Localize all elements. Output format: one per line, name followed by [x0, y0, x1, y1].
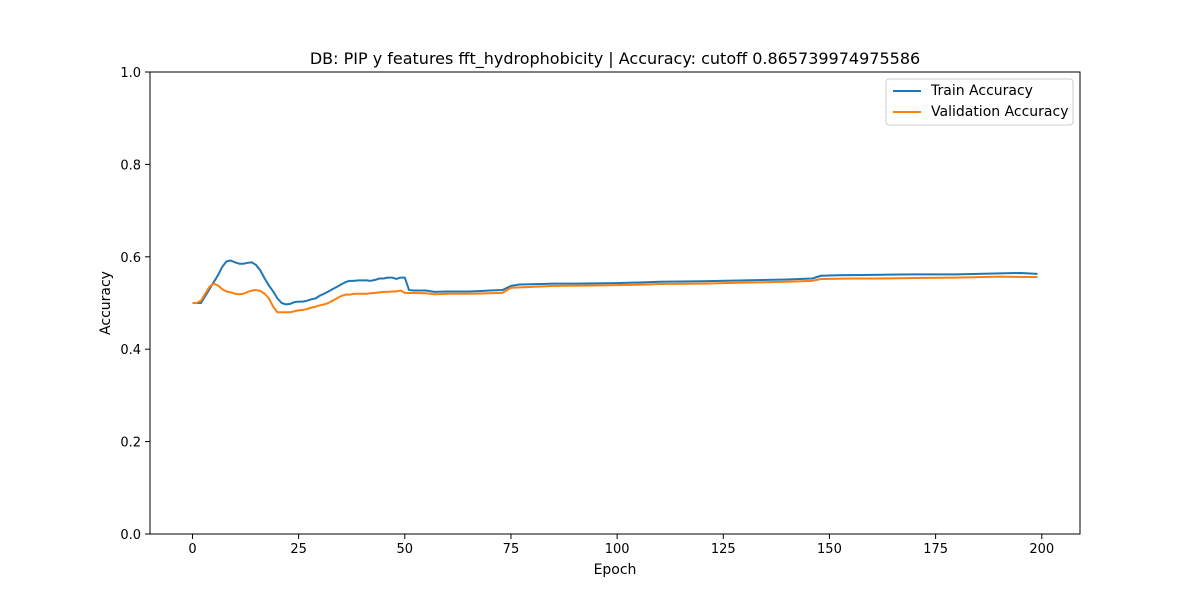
chart-title: DB: PIP y features fft_hydrophobicity | … [310, 49, 920, 69]
x-tick-label: 100 [605, 542, 630, 557]
x-tick-label: 175 [923, 542, 948, 557]
y-tick-label: 0.8 [120, 158, 141, 173]
y-axis-ticks: 0.0 0.2 0.4 0.6 0.8 1.0 [120, 66, 150, 543]
x-axis-label: Epoch [594, 562, 637, 578]
x-tick-label: 200 [1029, 542, 1054, 557]
x-tick-label: 25 [290, 542, 307, 557]
legend: Train Accuracy Validation Accuracy [885, 78, 1074, 126]
legend-label-validation: Validation Accuracy [931, 104, 1069, 120]
series-line-train [192, 259, 1038, 306]
x-tick-label: 125 [711, 542, 736, 557]
y-axis-label: Accuracy [98, 271, 114, 335]
y-tick-label: 0.2 [120, 436, 141, 451]
legend-label-train: Train Accuracy [930, 83, 1033, 99]
y-tick-label: 0.4 [120, 343, 141, 358]
x-tick-label: 75 [503, 542, 520, 557]
x-tick-label: 150 [817, 542, 842, 557]
y-tick-label: 0.0 [120, 528, 141, 543]
series-line-validation [192, 275, 1038, 314]
plot-frame [149, 71, 1081, 535]
x-axis-ticks: 0 25 50 75 100 125 150 175 200 [188, 534, 1054, 557]
y-tick-label: 1.0 [120, 66, 141, 81]
x-tick-label: 0 [188, 542, 196, 557]
legend-box [885, 78, 1074, 126]
x-tick-label: 50 [397, 542, 414, 557]
y-tick-label: 0.6 [120, 251, 141, 266]
plot-lines [192, 259, 1038, 314]
